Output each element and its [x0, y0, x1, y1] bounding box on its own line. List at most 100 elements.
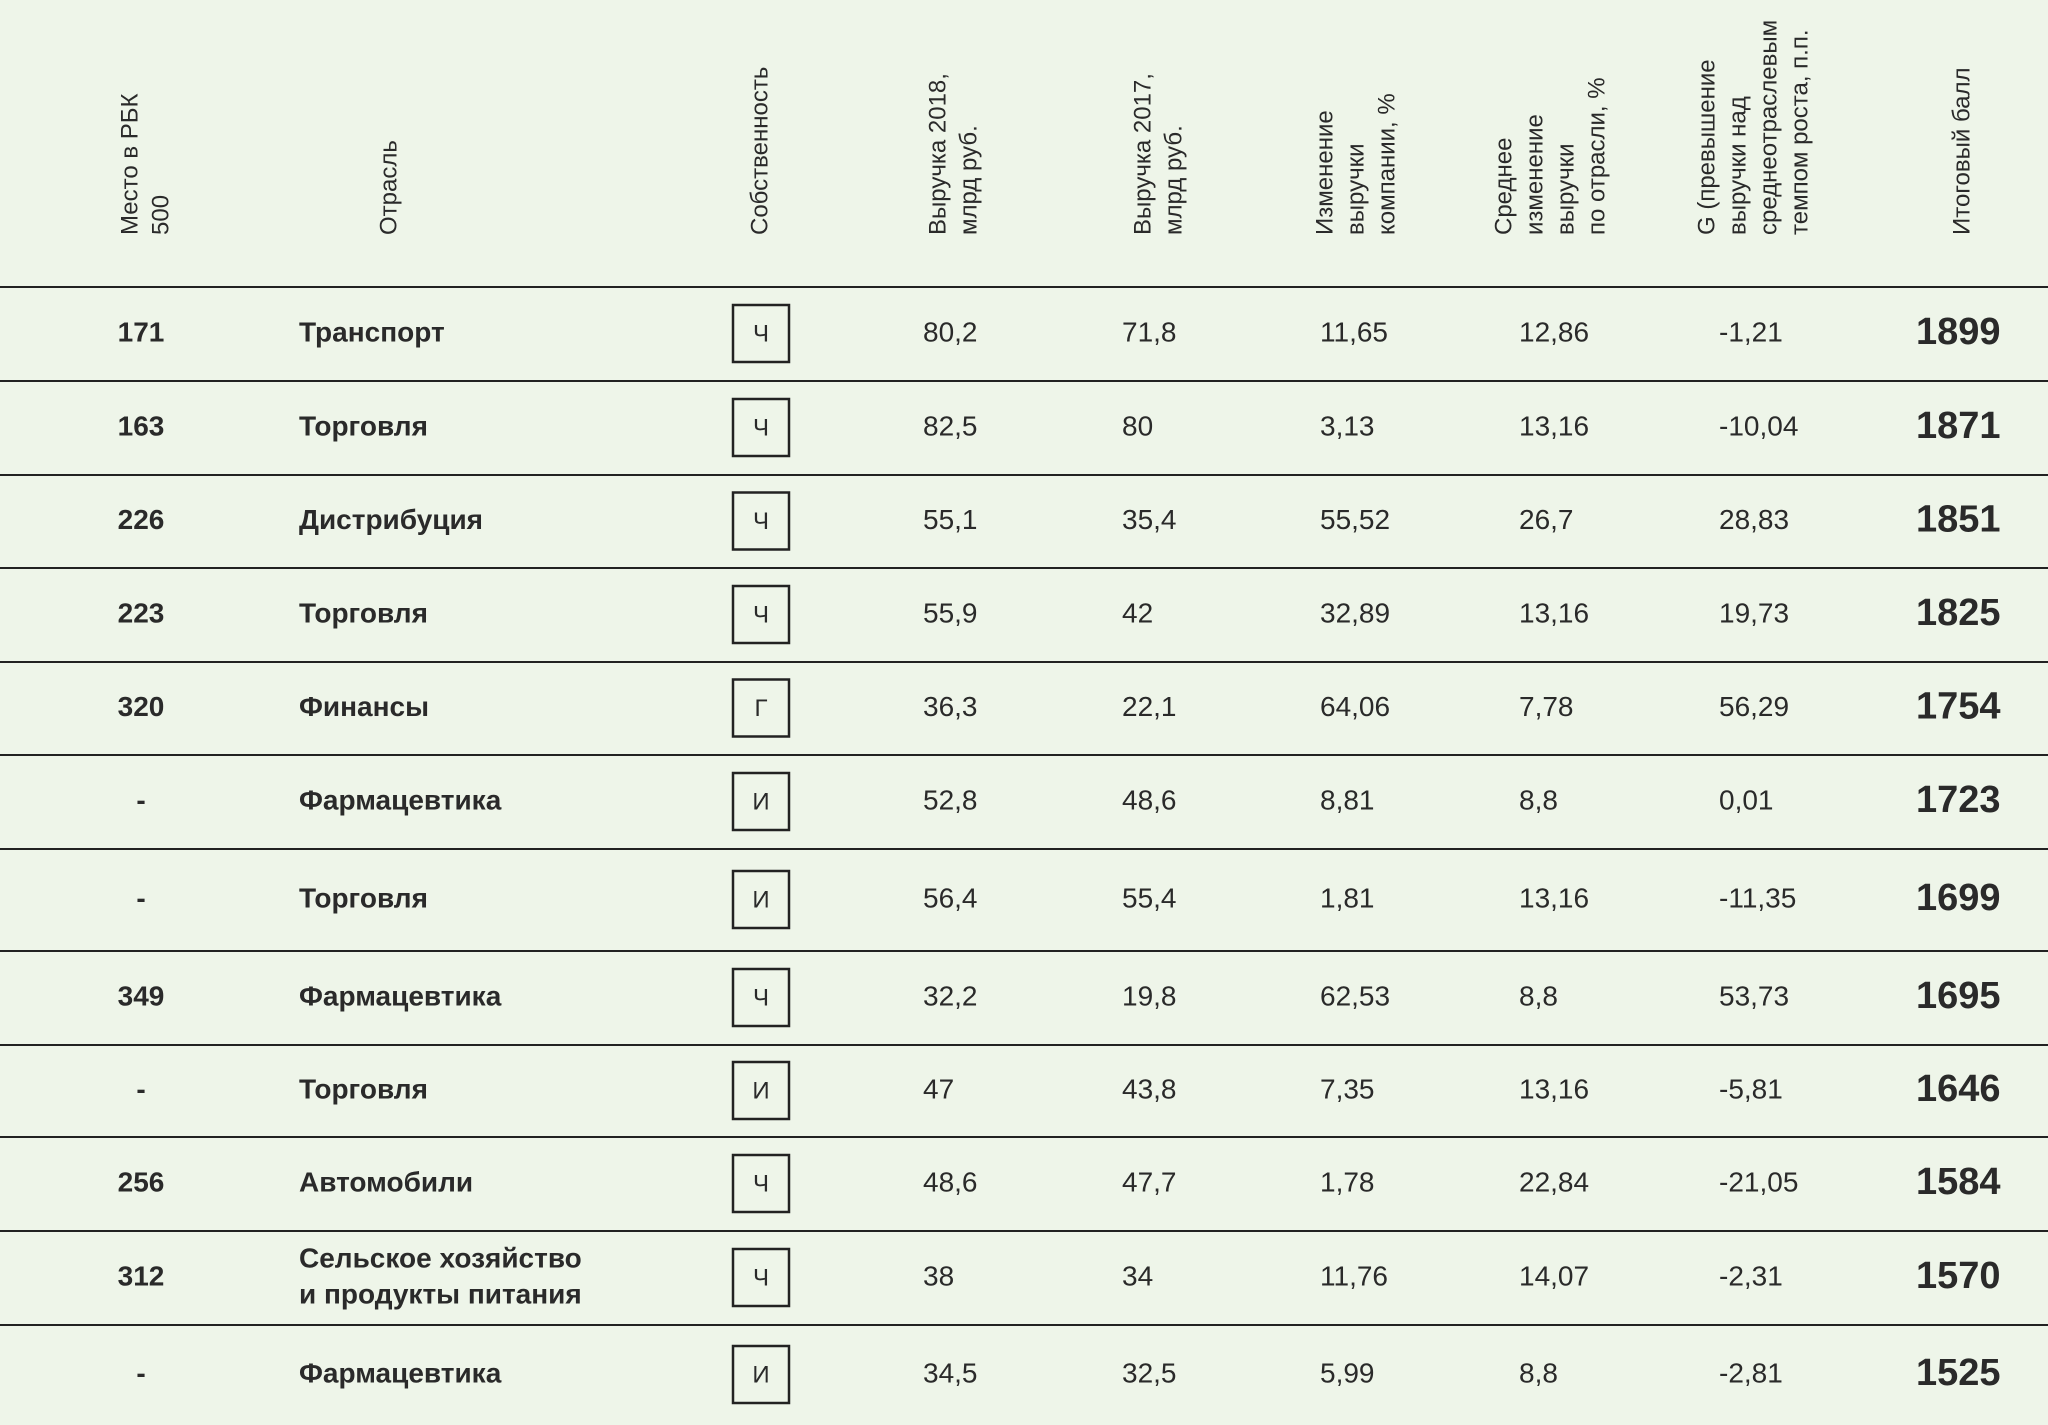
industry: Торговля: [299, 882, 428, 913]
cell: 36,3: [923, 691, 978, 722]
cell: -10,04: [1719, 410, 1798, 441]
score: 1570: [1916, 1255, 2001, 1297]
header-text: Итоговый балл: [1948, 67, 1975, 235]
header-text: 500: [147, 195, 174, 235]
cell: 64,06: [1320, 691, 1390, 722]
cell: 56,29: [1719, 691, 1789, 722]
ownership: Ч: [753, 1170, 769, 1197]
ownership-box: [731, 397, 791, 458]
header-text: Отрасль: [375, 140, 402, 235]
cell: 35,4: [1122, 504, 1177, 535]
industry: Торговля: [299, 410, 428, 441]
industry: Торговля: [299, 1073, 428, 1104]
cell: 26,7: [1519, 504, 1574, 535]
place: -: [136, 1073, 145, 1104]
cell: 7,35: [1320, 1073, 1375, 1104]
industry: Дистрибуция: [299, 504, 483, 535]
header-text: по отрасли, %: [1583, 77, 1610, 235]
cell: 80: [1122, 410, 1153, 441]
cell: 12,86: [1519, 316, 1589, 347]
header-text: G (превышение: [1693, 59, 1720, 235]
header-text: выручки над: [1724, 96, 1751, 235]
header-text: выручки: [1342, 144, 1369, 236]
score: 1584: [1916, 1161, 2001, 1203]
cell: 13,16: [1519, 1073, 1589, 1104]
ownership-box: [731, 1247, 791, 1308]
header-text: Среднее: [1490, 138, 1517, 235]
cell: 13,16: [1519, 410, 1589, 441]
ownership-box: [731, 1153, 791, 1214]
cell: 1,81: [1320, 882, 1375, 913]
ownership: Ч: [753, 508, 769, 535]
industry: Автомобили: [299, 1166, 473, 1197]
cell: 22,84: [1519, 1166, 1589, 1197]
cell: 7,78: [1519, 691, 1574, 722]
cell: 55,9: [923, 597, 978, 628]
ownership-box: [731, 869, 791, 930]
score: 1871: [1916, 405, 2001, 447]
header-text: Место в РБК: [116, 93, 143, 235]
place: 223: [118, 597, 165, 628]
cell: 13,16: [1519, 882, 1589, 913]
place: -: [136, 882, 145, 913]
cell: 62,53: [1320, 980, 1390, 1011]
industry: Фармацевтика: [299, 980, 502, 1011]
cell: 42: [1122, 597, 1153, 628]
header-text: Собственность: [746, 67, 773, 235]
cell: 55,52: [1320, 504, 1390, 535]
ownership: Ч: [753, 320, 769, 347]
cell: -21,05: [1719, 1166, 1798, 1197]
cell: 19,8: [1122, 980, 1177, 1011]
ownership-box: [731, 1060, 791, 1121]
industry: Торговля: [299, 597, 428, 628]
industry: Фармацевтика: [299, 1357, 502, 1388]
place: 312: [118, 1260, 165, 1291]
place: 226: [118, 504, 165, 535]
cell: -2,31: [1719, 1260, 1783, 1291]
cell: 47: [923, 1073, 954, 1104]
cell: 28,83: [1719, 504, 1789, 535]
place: 349: [118, 980, 165, 1011]
cell: 0,01: [1719, 784, 1774, 815]
cell: 71,8: [1122, 316, 1177, 347]
cell: 34: [1122, 1260, 1153, 1291]
place: 256: [118, 1166, 165, 1197]
cell: 53,73: [1719, 980, 1789, 1011]
header-text: среднеотраслевым: [1755, 20, 1782, 235]
place: 171: [118, 316, 165, 347]
score: 1899: [1916, 311, 2001, 353]
header-text: выручки: [1552, 144, 1579, 236]
place: 320: [118, 691, 165, 722]
score: 1699: [1916, 877, 2001, 919]
cell: 32,89: [1320, 597, 1390, 628]
cell: 8,81: [1320, 784, 1375, 815]
ownership: И: [752, 886, 769, 913]
cell: 48,6: [923, 1166, 978, 1197]
industry: и продукты питания: [299, 1278, 582, 1309]
place: -: [136, 1357, 145, 1388]
ownership-box: [731, 303, 791, 364]
cell: 34,5: [923, 1357, 978, 1388]
header-text: млрд руб.: [955, 125, 982, 235]
cell: 8,8: [1519, 784, 1558, 815]
cell: 43,8: [1122, 1073, 1177, 1104]
header-text: млрд руб.: [1160, 125, 1187, 235]
place: 163: [118, 410, 165, 441]
cell: 1,78: [1320, 1166, 1375, 1197]
ownership-box: [731, 967, 791, 1028]
score: 1695: [1916, 975, 2001, 1017]
cell: -1,21: [1719, 316, 1783, 347]
ownership-box: [731, 584, 791, 645]
ownership-box: [731, 1344, 791, 1405]
ownership: И: [752, 788, 769, 815]
cell: 52,8: [923, 784, 978, 815]
cell: 8,8: [1519, 980, 1558, 1011]
ownership: Ч: [753, 984, 769, 1011]
cell: 5,99: [1320, 1357, 1375, 1388]
header-text: Изменение: [1311, 110, 1338, 235]
score: 1825: [1916, 592, 2001, 634]
cell: 14,07: [1519, 1260, 1589, 1291]
score: 1754: [1916, 686, 2001, 728]
cell: 22,1: [1122, 691, 1177, 722]
